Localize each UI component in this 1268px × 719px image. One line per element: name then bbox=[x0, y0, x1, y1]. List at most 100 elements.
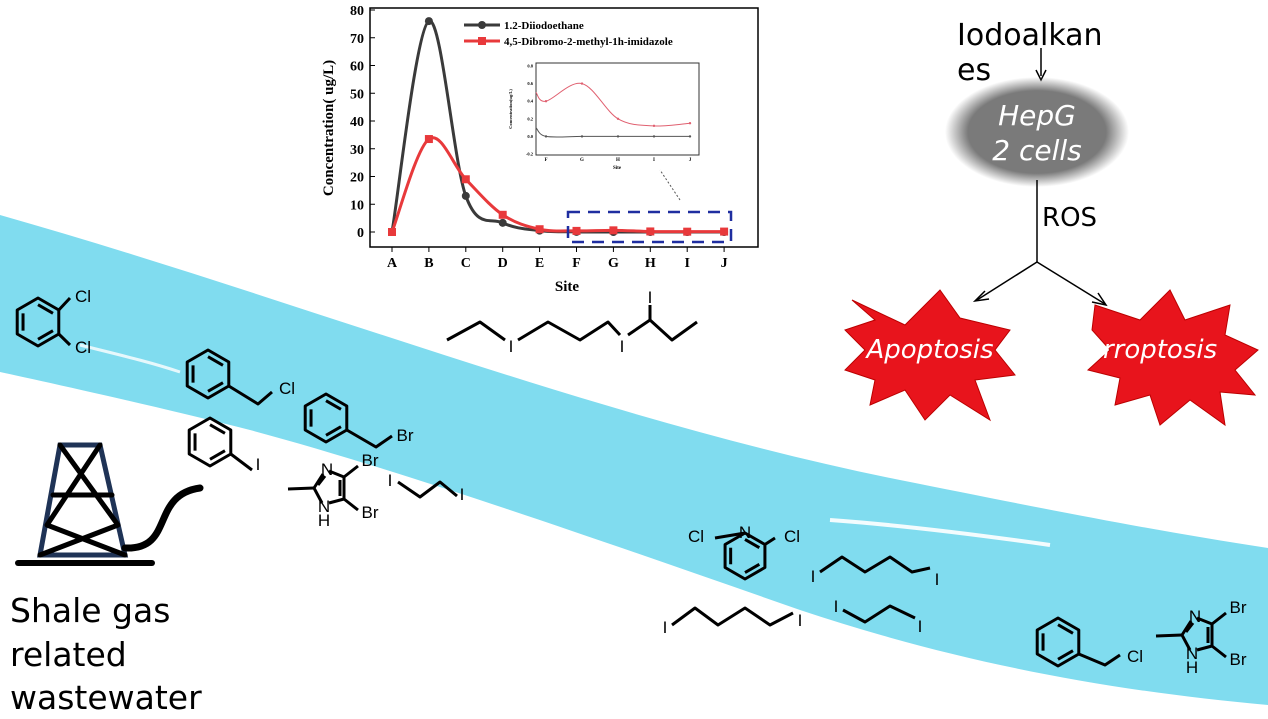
x-tick-label: A bbox=[387, 256, 398, 271]
inset-y-tick-label: 0.4 bbox=[527, 99, 533, 104]
atom-label: I bbox=[509, 337, 514, 356]
atom-label: Br bbox=[362, 503, 379, 522]
legend: 1.2-Diiodoethane 4,5-Dibromo-2-methyl-1h… bbox=[464, 20, 673, 48]
inset-data-point bbox=[688, 135, 692, 138]
atom-label: N bbox=[1186, 644, 1198, 663]
y-tick-label: 70 bbox=[350, 32, 364, 47]
inset-series-line-1 bbox=[535, 127, 690, 138]
atom-label: Cl bbox=[75, 338, 91, 357]
inset-data-point bbox=[688, 122, 692, 125]
diiodoethane-structure: II bbox=[388, 471, 465, 504]
benzyl-chloride-structure: Cl bbox=[185, 348, 295, 406]
data-point bbox=[498, 210, 507, 219]
y-tick-label: 80 bbox=[350, 4, 364, 19]
atom-label: I bbox=[811, 567, 816, 586]
inset-chart: -0.2 0.0 0.2 0.4 0.6 0.8 F G H I J Site Concentrat… bbox=[508, 62, 700, 171]
inset-data-point bbox=[652, 135, 656, 138]
atom-label: N bbox=[318, 497, 330, 516]
atom-label: I bbox=[798, 611, 803, 630]
source-label-line2: related bbox=[10, 635, 127, 674]
y-tick-label: 50 bbox=[350, 87, 364, 102]
data-point bbox=[720, 227, 729, 236]
cell-label-line2: 2 cells bbox=[992, 134, 1081, 167]
legend-label-series2: 4,5-Dibromo-2-methyl-1h-imidazole bbox=[504, 36, 673, 48]
data-point bbox=[388, 228, 396, 236]
atom-label: H bbox=[1186, 658, 1198, 677]
x-tick-label: E bbox=[535, 256, 544, 271]
inset-x-tick-label: F bbox=[544, 158, 547, 163]
data-point bbox=[646, 227, 655, 236]
ferroptosis-label: Ferroptosis bbox=[1072, 335, 1217, 365]
inset-series-line-2 bbox=[535, 82, 691, 127]
oil-derrick-icon bbox=[15, 442, 204, 566]
atom-label: Cl bbox=[75, 287, 91, 306]
atom-label: Br bbox=[362, 451, 379, 470]
x-tick-label: J bbox=[721, 256, 728, 271]
x-tick-label: C bbox=[461, 256, 471, 271]
iodoalkane-chain-structure: I I I bbox=[446, 288, 698, 356]
x-tick-label: I bbox=[684, 256, 689, 271]
source-label-line3: wastewater bbox=[10, 678, 202, 717]
inset-y-tick-label: 0.2 bbox=[527, 116, 533, 121]
river-highlight bbox=[379, 533, 601, 602]
atom-label: Cl bbox=[1127, 647, 1143, 666]
zoom-region-box bbox=[566, 210, 733, 244]
atom-label: N bbox=[321, 460, 333, 479]
cell-label-line1: HepG bbox=[998, 99, 1076, 132]
inset-x-tick-label: I bbox=[653, 158, 655, 163]
source-label-line1: Shale gas bbox=[10, 591, 170, 630]
atom-label: Br bbox=[1230, 598, 1247, 617]
dichloropyridine-structure: N Cl Cl bbox=[688, 523, 800, 581]
ferroptosis-starburst bbox=[1086, 289, 1259, 427]
inset-y-tick-label: 0.8 bbox=[527, 64, 533, 69]
inset-x-tick-label: H bbox=[616, 158, 620, 163]
hepg2-cell bbox=[945, 77, 1129, 187]
ros-label: ROS bbox=[1042, 203, 1097, 233]
inset-data-point bbox=[544, 100, 548, 103]
atom-label: I bbox=[256, 455, 261, 474]
diiodoethane-structure-2: II bbox=[834, 597, 923, 636]
concentration-chart: 0 10 20 30 40 50 60 70 80 A B C D E F G H I J Concentrati… bbox=[321, 4, 759, 295]
iodoalkanes-label-line1: Iodoalkan bbox=[957, 18, 1103, 53]
iodoalkanes-label-line2: es bbox=[957, 53, 991, 88]
y-axis-label: Concentration( ug/L) bbox=[321, 60, 337, 196]
data-point bbox=[461, 175, 470, 184]
inset-data-point bbox=[616, 117, 620, 121]
data-point bbox=[535, 225, 544, 234]
inset-x-tick-label: G bbox=[580, 158, 584, 163]
apoptosis-starburst bbox=[844, 289, 1016, 422]
atom-label: N bbox=[739, 523, 751, 542]
x-axis-label: Site bbox=[555, 279, 580, 295]
y-tick-label: 40 bbox=[350, 115, 364, 130]
atom-label: I bbox=[460, 485, 465, 504]
data-point bbox=[572, 226, 581, 235]
river-highlight bbox=[79, 343, 181, 374]
atom-label: I bbox=[620, 337, 625, 356]
apoptosis-label: Apoptosis bbox=[864, 335, 993, 365]
data-point bbox=[424, 17, 433, 26]
river bbox=[0, 215, 1268, 705]
inset-data-point bbox=[580, 82, 584, 85]
data-point bbox=[683, 227, 692, 236]
benzyl-bromide-structure: Br bbox=[303, 392, 414, 449]
toxicity-pathway: Iodoalkan es HepG 2 cells ROS Apoptosis … bbox=[844, 18, 1259, 427]
data-point bbox=[461, 191, 470, 200]
inset-y-tick-label: 0.6 bbox=[527, 81, 533, 86]
data-point bbox=[498, 218, 507, 227]
data-point bbox=[424, 135, 433, 144]
inset-data-point bbox=[580, 135, 584, 138]
x-tick-label: H bbox=[645, 256, 656, 271]
inset-x-tick-label: J bbox=[689, 158, 692, 163]
x-tick-label: F bbox=[572, 256, 581, 271]
atom-label: Br bbox=[397, 426, 414, 445]
river-highlight bbox=[829, 518, 1051, 547]
y-tick-label: 10 bbox=[350, 198, 364, 213]
atom-label: I bbox=[918, 617, 923, 636]
atom-label: Br bbox=[1230, 650, 1247, 669]
inset-y-axis-label: Concentration(ug/L) bbox=[508, 89, 513, 129]
x-tick-label: G bbox=[608, 256, 619, 271]
